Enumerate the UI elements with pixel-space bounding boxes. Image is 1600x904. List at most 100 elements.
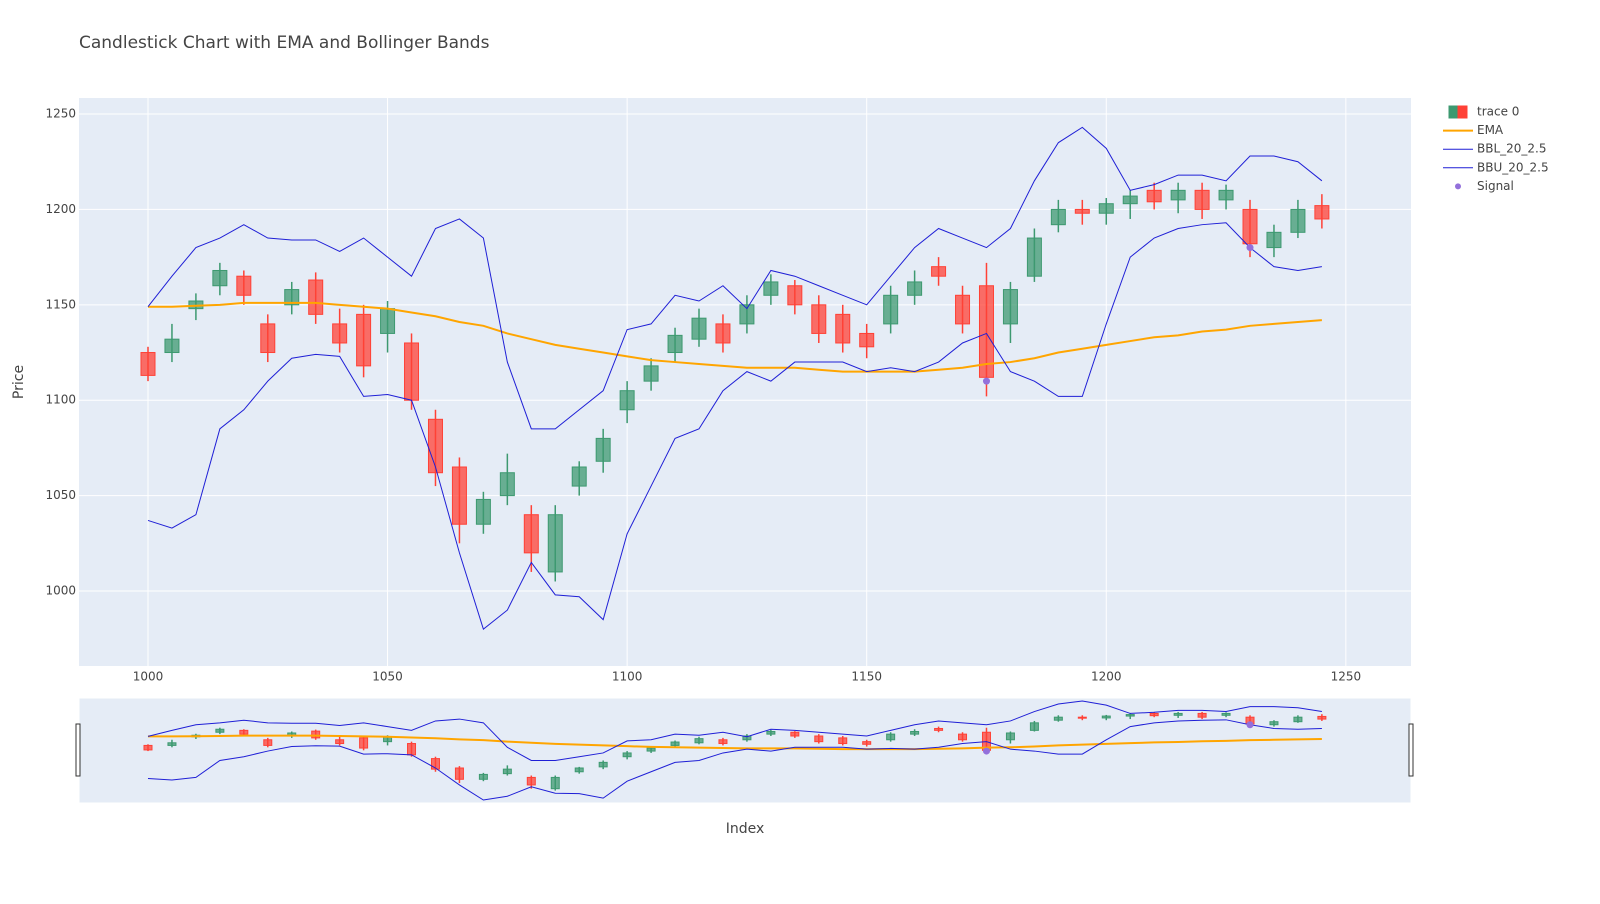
candle-body xyxy=(886,733,896,741)
legend-swatch xyxy=(1455,183,1461,190)
legend-label: EMA xyxy=(1477,123,1504,137)
candle-body xyxy=(236,275,252,296)
candle-body xyxy=(263,739,273,746)
candle-body xyxy=(308,279,324,315)
signal-point xyxy=(1246,721,1254,729)
candle-body xyxy=(694,738,704,744)
candle-body xyxy=(1149,712,1159,717)
chart-title: Candlestick Chart with EMA and Bollinger… xyxy=(79,33,490,53)
candle-body xyxy=(1002,289,1018,325)
signal-point xyxy=(1246,244,1254,252)
candle-body xyxy=(143,744,153,751)
candle-body xyxy=(643,365,659,382)
x-tick-label: 1250 xyxy=(1331,670,1362,684)
candle-body xyxy=(595,437,611,462)
candle-body xyxy=(526,776,536,786)
legend-label: Signal xyxy=(1477,179,1514,193)
candle-body xyxy=(1122,195,1138,205)
candle-body xyxy=(910,730,920,735)
candle-body xyxy=(718,739,728,745)
line-series xyxy=(147,222,1322,631)
candle-body xyxy=(646,747,656,752)
range-slider-traces xyxy=(143,700,1327,801)
candle-body xyxy=(1098,203,1114,214)
candle-body xyxy=(380,308,396,334)
candle-body xyxy=(502,768,512,775)
candle-body xyxy=(164,338,180,354)
candle-body xyxy=(215,728,225,733)
candle-body xyxy=(958,733,968,741)
plot-area xyxy=(79,98,1411,666)
candle-body xyxy=(574,767,584,773)
candle-body xyxy=(622,752,632,758)
candle-body xyxy=(1029,722,1039,731)
candle-body xyxy=(407,743,417,756)
candle-body xyxy=(454,767,464,780)
candle-body xyxy=(430,758,440,770)
candle-body xyxy=(1146,189,1162,203)
candle-body xyxy=(934,727,944,731)
candle-body xyxy=(284,289,300,306)
candle-body xyxy=(212,269,228,287)
candle-body xyxy=(1053,716,1063,721)
candle-body xyxy=(742,735,752,741)
candle-body xyxy=(790,731,800,737)
candle-body xyxy=(955,294,971,325)
candle-body xyxy=(260,323,276,354)
candle-body xyxy=(478,773,488,780)
candle-body xyxy=(1173,712,1183,716)
candle-body xyxy=(1194,189,1210,210)
range-slider[interactable] xyxy=(78,697,1412,804)
candle-body xyxy=(619,390,635,411)
candle-body xyxy=(1317,715,1327,720)
candle-body xyxy=(931,266,947,277)
candle-body xyxy=(811,304,827,334)
line-series xyxy=(147,734,1322,751)
signal-point xyxy=(982,377,990,385)
traces xyxy=(140,126,1330,631)
y-tick-label: 1050 xyxy=(45,488,76,502)
y-tick-label: 1000 xyxy=(45,584,76,598)
candle-body xyxy=(598,761,608,768)
legend[interactable]: trace 0 EMA BBL_20_2.5 BBU_20_2.5 Signal xyxy=(1443,105,1549,193)
candle-body xyxy=(978,285,994,378)
candle-body xyxy=(550,776,560,790)
candle-body xyxy=(763,281,779,296)
x-tick-label: 1050 xyxy=(372,670,403,684)
legend-label: trace 0 xyxy=(1477,105,1519,119)
candle-body xyxy=(404,342,420,401)
candle-body xyxy=(311,730,321,739)
candle-body xyxy=(667,334,683,354)
candle-body xyxy=(547,514,563,573)
candle-body xyxy=(239,729,249,735)
candle-body xyxy=(1221,712,1231,716)
legend-label: BBL_20_2.5 xyxy=(1477,142,1547,156)
candle-body xyxy=(1074,208,1090,214)
candle-body xyxy=(427,418,443,474)
candle-body xyxy=(1266,231,1282,249)
candle-body xyxy=(499,472,515,497)
candle-body xyxy=(1170,189,1186,201)
range-handle-left[interactable] xyxy=(75,723,81,777)
legend-swatch xyxy=(1457,105,1468,119)
candle-body xyxy=(1242,208,1258,245)
candle-body xyxy=(1218,189,1234,201)
candle-body xyxy=(907,281,923,296)
candle-body xyxy=(859,332,875,348)
candle-body xyxy=(571,466,587,487)
y-tick-label: 1100 xyxy=(45,393,76,407)
x-tick-label: 1200 xyxy=(1091,670,1122,684)
candle-body xyxy=(1314,205,1330,220)
x-tick-label: 1150 xyxy=(851,670,882,684)
y-tick-label: 1200 xyxy=(45,202,76,216)
candle-body xyxy=(835,313,851,344)
candle-body xyxy=(1197,712,1207,718)
candle-body xyxy=(670,741,680,746)
candle-body xyxy=(335,739,345,745)
y-tick-label: 1150 xyxy=(45,297,76,311)
signal-point xyxy=(982,747,990,755)
range-handle-right[interactable] xyxy=(1408,723,1414,777)
candle-body xyxy=(359,737,369,749)
candle-body xyxy=(1293,716,1303,723)
